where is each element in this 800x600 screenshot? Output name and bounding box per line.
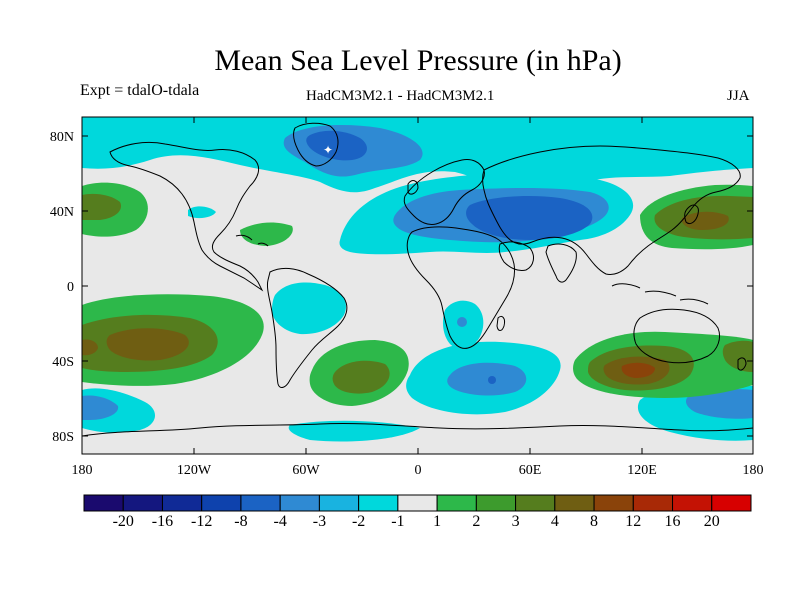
antarctica-outline [82, 422, 753, 437]
colorbar-label: -8 [234, 513, 247, 530]
colorbar-label: 4 [551, 513, 559, 530]
colorbar-swatch [122, 494, 163, 512]
colorbar-swatch [161, 494, 203, 512]
colorbar-swatch [397, 494, 438, 512]
caribbean-outline [235, 234, 269, 247]
colorbar-label: 3 [512, 513, 520, 530]
madagascar-outline [496, 315, 505, 331]
x-tick-label: 120W [177, 463, 212, 478]
colorbar-swatch [593, 494, 634, 512]
gulf-green [240, 222, 293, 246]
colorbar-swatch [318, 494, 360, 512]
x-tick-label: 60W [292, 463, 320, 478]
colorbar-label: 20 [704, 513, 720, 530]
colorbar-swatch [240, 494, 281, 512]
y-axis-labels: 80N 40N 0 40S 80S [50, 130, 74, 445]
colorbar-label: 2 [472, 513, 480, 530]
southeast-pacific-dark-brown [621, 362, 655, 378]
colorbar-swatch [436, 494, 477, 512]
south-pacific-brown [106, 328, 189, 361]
y-tick-label: 40N [50, 205, 74, 220]
asia-outline [482, 145, 741, 275]
colorbar-label: 16 [665, 513, 681, 530]
colorbar-swatch [515, 494, 556, 512]
season-label: JJA [727, 88, 750, 104]
uk-outline [407, 180, 419, 195]
colorbar-swatch [201, 494, 242, 512]
x-tick-label: 60E [519, 463, 542, 478]
continent-outlines [82, 122, 753, 437]
asia-deep-blue [466, 196, 593, 240]
japan-outline [684, 204, 699, 225]
indonesia-outline [611, 283, 709, 305]
y-tick-label: 0 [67, 280, 74, 295]
greenland-outline [293, 122, 339, 167]
y-tick-label: 80N [50, 130, 74, 145]
south-indian-deep-spot [488, 376, 496, 384]
x-tick-label: 180 [743, 463, 764, 478]
colorbar-label: -20 [113, 513, 134, 530]
south-america-cyan [272, 282, 346, 335]
x-tick-label: 180 [72, 463, 93, 478]
south-pacific-far-brown [82, 339, 98, 356]
colorbar-label: 12 [625, 513, 641, 530]
colorbar-swatch [279, 494, 320, 512]
model-label: HadCM3M2.1 - HadCM3M2.1 [306, 88, 495, 104]
colorbar-label: -16 [152, 513, 173, 530]
antarctic-coast-cyan [288, 420, 420, 442]
y-tick-label: 40S [52, 355, 74, 370]
greenland-marker-icon: ✦ [323, 143, 333, 157]
southern-ocean-west-blue [82, 395, 119, 420]
australia-outline [633, 308, 721, 364]
north-pacific-east-olive [82, 193, 122, 220]
southern-ocean-east-blue [685, 388, 753, 419]
experiment-label: Expt = tdalO-tdala [80, 82, 200, 99]
axis-ticks [82, 117, 753, 454]
africa-outline [406, 226, 515, 349]
south-indian-blue [447, 362, 527, 396]
colorbar-swatch [632, 494, 674, 512]
y-tick-label: 80S [52, 430, 74, 445]
india-outline [545, 243, 577, 283]
colorbar-swatch [554, 494, 595, 512]
colorbar-swatch [711, 494, 752, 512]
south-atlantic-olive [332, 360, 390, 394]
colorbar-swatch [83, 494, 124, 512]
north-america-outline [109, 141, 264, 292]
colorbar-label: 1 [433, 513, 441, 530]
europe-outline [403, 159, 485, 225]
colorbar: -20 -16 -12 -8 -4 -3 -2 -1 1 2 3 4 8 12 16 20 [83, 494, 752, 530]
south-africa-blue-spot [457, 317, 467, 327]
colorbar-label: -3 [313, 513, 326, 530]
greenland-deep-blue [306, 130, 367, 161]
west-pacific-brown [681, 211, 729, 230]
map-title: Mean Sea Level Pressure (in hPa) [214, 44, 622, 77]
colorbar-label: -1 [391, 513, 404, 530]
x-axis-labels: 180 120W 60W 0 60E 120E 180 [72, 463, 764, 478]
colorbar-label: -12 [191, 513, 212, 530]
colorbar-swatch [672, 494, 713, 512]
colorbar-label: 8 [590, 513, 598, 530]
x-tick-label: 120E [627, 463, 657, 478]
south-america-outline [267, 267, 348, 388]
colorbar-label: -2 [352, 513, 365, 530]
colorbar-swatch [475, 494, 517, 512]
colorbar-label: -4 [274, 513, 287, 530]
negative-anomaly-fields [82, 117, 753, 442]
new-zealand-outline [737, 357, 747, 371]
hudson-cyan [188, 206, 216, 219]
arabia-outline [498, 241, 534, 271]
map-plot-area: ✦ [82, 117, 753, 454]
x-tick-label: 0 [415, 463, 422, 478]
colorbar-swatch [358, 494, 399, 512]
